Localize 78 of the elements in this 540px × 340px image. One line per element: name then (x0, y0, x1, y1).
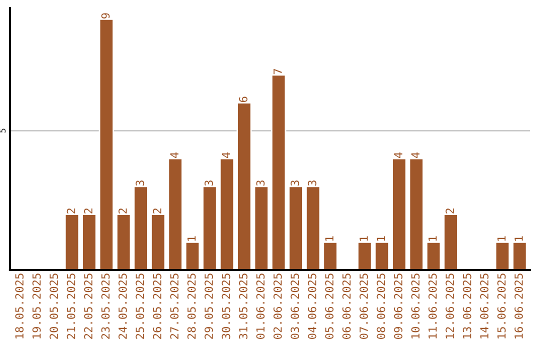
bar (392, 158, 407, 270)
bar (408, 158, 424, 270)
bar (271, 74, 286, 270)
x-tick-label: 11.06.2025 (428, 274, 437, 338)
bar (494, 241, 510, 270)
x-tick-label: 06.06.2025 (342, 274, 351, 339)
data-label: 4 (394, 152, 402, 158)
bar (236, 102, 252, 270)
x-tick-label: 13.06.2025 (462, 274, 472, 338)
bar (64, 214, 80, 270)
bar (168, 158, 183, 270)
bar (219, 158, 235, 270)
data-label: 1 (497, 236, 506, 241)
x-tick-label: 14.06.2025 (480, 274, 488, 338)
x-tick-label: 16.06.2025 (514, 274, 523, 338)
x-tick-label: 02.06.2025 (273, 274, 282, 339)
data-label: 4 (411, 152, 420, 158)
x-tick-label: 07.06.2025 (360, 274, 368, 339)
bar (357, 241, 372, 270)
bar (305, 186, 321, 270)
data-label: 2 (84, 208, 92, 214)
bar (374, 241, 390, 270)
x-tick-label: 29.05.2025 (204, 274, 213, 339)
x-tick-label: 28.05.2025 (187, 274, 196, 339)
x-tick-label: 25.05.2025 (136, 274, 144, 339)
bar (82, 214, 97, 270)
x-tick-label: 19.05.2025 (32, 274, 41, 338)
data-label: 2 (446, 208, 454, 214)
x-tick-label: 04.06.2025 (308, 274, 316, 339)
x-tick-label: 21.05.2025 (66, 274, 76, 339)
data-label: 4 (222, 152, 230, 158)
bar (288, 186, 304, 270)
x-tick-label: 31.05.2025 (239, 274, 248, 339)
x-tick-label: 20.05.2025 (50, 274, 58, 339)
data-label: 3 (136, 180, 144, 186)
bar (150, 214, 166, 270)
x-tick-label: 22.05.2025 (84, 274, 92, 339)
data-label: 3 (308, 180, 316, 186)
bar (184, 241, 200, 270)
bar (443, 214, 458, 270)
x-tick-label: 01.06.2025 (256, 274, 265, 339)
data-label: 6 (239, 96, 248, 102)
bar (98, 18, 114, 270)
x-tick-label: 15.06.2025 (497, 274, 506, 338)
data-label: 1 (376, 236, 386, 241)
data-label: 4 (170, 152, 178, 158)
x-tick-label: 30.05.2025 (222, 274, 230, 339)
x-tick-label: 08.06.2025 (376, 274, 386, 339)
data-label: 1 (428, 236, 437, 241)
data-label: 7 (274, 69, 282, 74)
bar (202, 186, 218, 270)
x-tick-label: 24.05.2025 (118, 274, 127, 339)
x-tick-label: 03.06.2025 (290, 274, 300, 339)
data-label: 2 (66, 208, 76, 214)
x-tick-label: 10.06.2025 (411, 274, 420, 338)
data-label: 1 (188, 236, 196, 241)
bar (426, 241, 442, 270)
data-label: 1 (360, 236, 368, 241)
data-label: 3 (256, 180, 265, 186)
data-label: 3 (204, 180, 213, 186)
bar (322, 241, 338, 270)
x-tick-label: 27.05.2025 (170, 274, 179, 339)
bar (254, 186, 269, 270)
data-label: 2 (152, 208, 162, 214)
x-tick-label: 23.05.2025 (101, 274, 110, 339)
x-tick-label: 12.06.2025 (446, 274, 454, 338)
x-tick-label: 09.06.2025 (394, 274, 402, 339)
x-tick-label: 26.05.2025 (152, 274, 162, 339)
data-label: 1 (514, 236, 523, 241)
data-label: 1 (325, 236, 334, 241)
x-tick-label: 18.05.2025 (15, 274, 24, 338)
data-label: 9 (101, 13, 110, 18)
bar (512, 241, 528, 270)
data-label: 2 (118, 208, 127, 214)
bar (133, 186, 148, 270)
bar (116, 214, 132, 270)
x-tick-label: 05.06.2025 (325, 274, 334, 339)
data-label: 3 (290, 180, 300, 186)
